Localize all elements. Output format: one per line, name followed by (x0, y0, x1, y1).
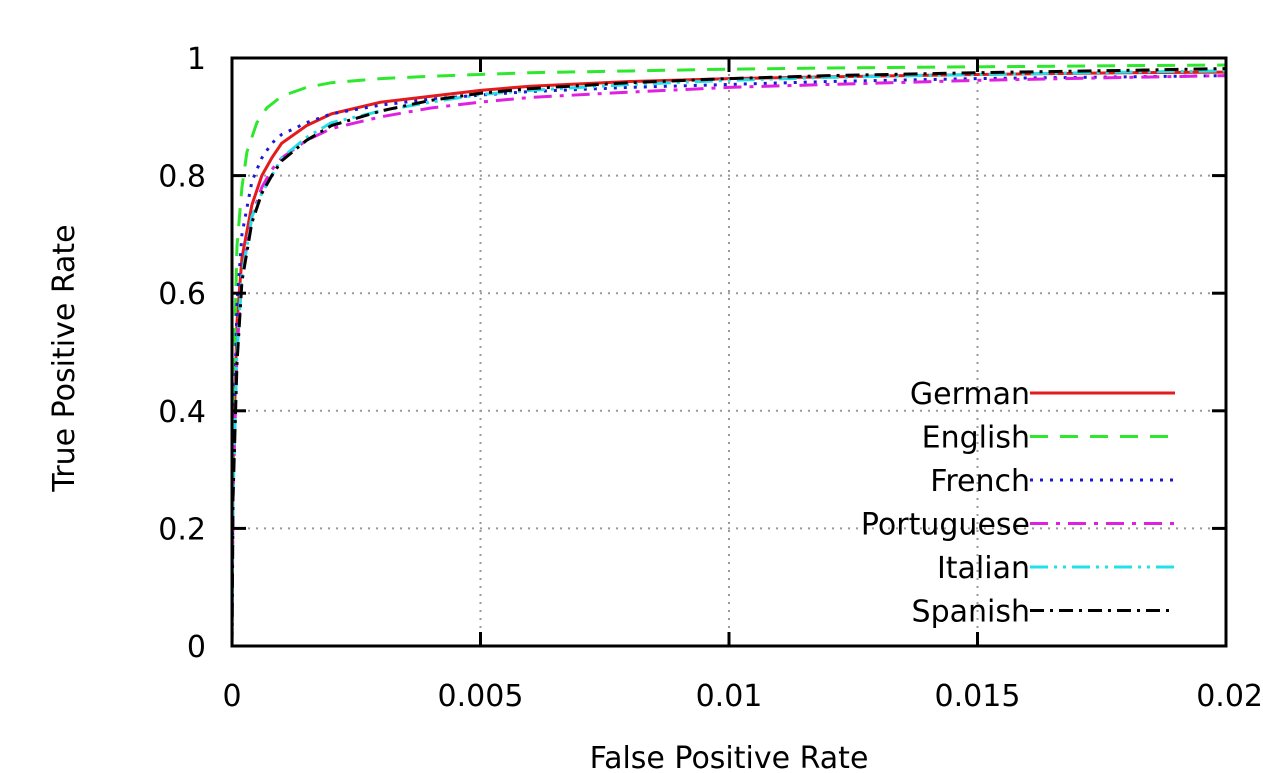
series-line-spanish (230, 67, 1227, 647)
series-line-portuguese (230, 74, 1227, 647)
x-tick-label: 0 (222, 679, 241, 714)
y-tick-label: 0.2 (158, 512, 206, 547)
x-tick-label: 0.015 (935, 679, 1021, 714)
x-tick-label: 0.005 (438, 679, 524, 714)
x-tick-label: 0.02 (1196, 679, 1263, 714)
y-tick-label: 0.6 (158, 277, 206, 312)
x-tick-label: 0.01 (696, 679, 763, 714)
legend-label-english: English (922, 421, 1030, 456)
series-line-german (230, 70, 1227, 647)
legend-label-italian: Italian (937, 551, 1030, 586)
y-axis-title: True Positive Rate (47, 224, 82, 492)
y-tick-label: 1 (187, 42, 206, 77)
ticks (230, 56, 1228, 648)
tick-labels: 0 0.005 0.01 0.015 0.02 0 0.2 0.4 0.6 0.8 1 (158, 42, 1263, 714)
legend-label-portuguese: Portuguese (861, 508, 1030, 543)
legend-label-german: German (910, 377, 1030, 412)
y-tick-label: 0.8 (158, 160, 206, 195)
legend: German English French Portuguese Italian Span… (861, 377, 1175, 630)
series-layer (230, 63, 1227, 647)
series-line-italian (230, 69, 1227, 647)
series-line-french (230, 74, 1227, 647)
y-tick-label: 0.4 (158, 395, 206, 430)
y-tick-label: 0 (187, 630, 206, 665)
legend-label-spanish: Spanish (912, 595, 1030, 630)
legend-label-french: French (930, 464, 1030, 499)
x-axis-title: False Positive Rate (590, 741, 869, 773)
series-line-english (230, 63, 1227, 647)
grid (232, 57, 1227, 646)
